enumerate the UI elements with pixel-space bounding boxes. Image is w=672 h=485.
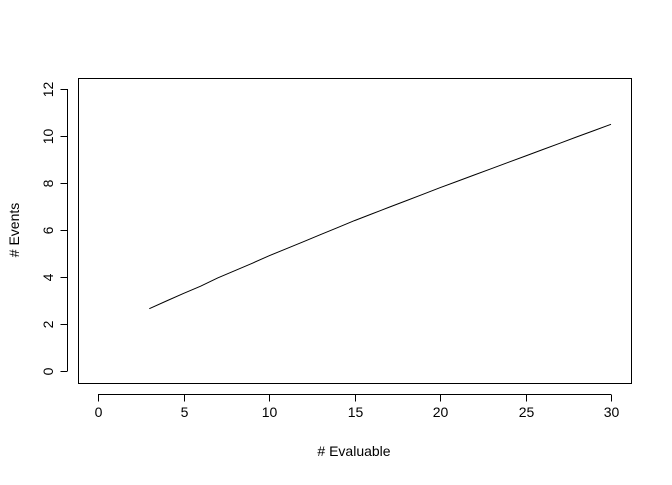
y-tick-label: 2 — [40, 320, 56, 328]
x-tick-label: 15 — [348, 404, 364, 420]
y-tick-label: 8 — [40, 179, 56, 187]
x-tick-label: 20 — [433, 404, 449, 420]
y-tick-label: 10 — [40, 129, 56, 145]
y-tick-label: 0 — [40, 367, 56, 375]
x-axis: 0 5 10 15 20 25 30 — [95, 394, 620, 420]
plot-box — [78, 78, 632, 384]
x-axis-label: # Evaluable — [317, 443, 390, 459]
y-tick-label: 4 — [40, 273, 56, 281]
x-tick-label: 0 — [95, 404, 103, 420]
series-line — [149, 123, 612, 310]
y-tick-label: 12 — [40, 82, 56, 98]
x-tick-label: 25 — [519, 404, 535, 420]
x-tick-label: 30 — [604, 404, 620, 420]
y-axis-label: # Events — [6, 203, 22, 257]
y-tick-label: 6 — [40, 226, 56, 234]
x-tick-label: 10 — [262, 404, 278, 420]
x-tick-label: 5 — [181, 404, 189, 420]
y-axis: 0 2 4 6 8 10 12 — [40, 82, 68, 375]
